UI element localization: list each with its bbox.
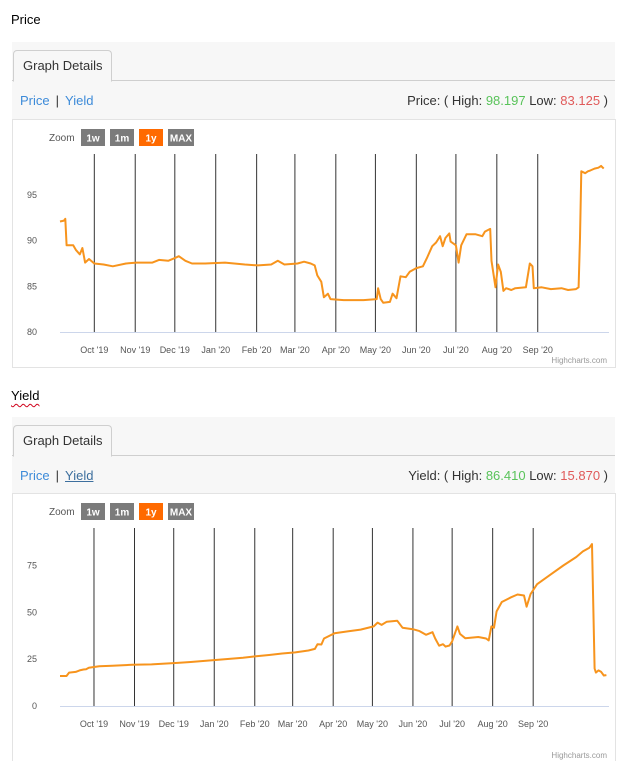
tab-strip: Graph Details (12, 417, 615, 457)
highcharts-credit[interactable]: Highcharts.com (551, 751, 607, 760)
x-tick-label: Jul '20 (439, 719, 465, 729)
price-chart-area: Zoom 1w 1m 1y MAX Oct '19 Nov '19 Dec '19 Jan '2… (12, 119, 616, 368)
zoom-button-label: MAX (170, 134, 193, 145)
zoom-button-max[interactable]: MAX (168, 129, 194, 146)
zoom-button-bg (110, 503, 134, 520)
zoom-button-1m[interactable]: 1m (110, 129, 134, 146)
x-tick-label: Oct '19 (80, 719, 108, 729)
x-tick-label: Sep '20 (518, 719, 548, 729)
yield-heading-text: Yield (11, 388, 40, 403)
summary-suffix: ) (600, 93, 608, 108)
series-line (59, 164, 605, 304)
zoom-button-bg (139, 129, 163, 146)
highcharts-credit[interactable]: Highcharts.com (551, 356, 607, 365)
x-tick-label: Apr '20 (322, 345, 350, 355)
tab-graph-details[interactable]: Graph Details (13, 50, 113, 82)
zoom-button-label: 1w (86, 134, 100, 145)
x-tick-label: Jun '20 (399, 719, 428, 729)
yield-link[interactable]: Yield (65, 93, 94, 108)
zoom-button-1y[interactable]: 1y (139, 129, 163, 146)
link-separator: | (55, 93, 60, 108)
price-link[interactable]: Price (20, 468, 50, 483)
low-prefix: Low: (525, 468, 561, 483)
tab-strip: Graph Details (12, 42, 615, 82)
zoom-button-1m[interactable]: 1m (110, 503, 134, 520)
x-tick-label: Feb '20 (242, 345, 272, 355)
high-value: 86.410 (485, 468, 526, 483)
low-prefix: Low: (525, 93, 561, 108)
x-tick-label: Nov '19 (120, 345, 150, 355)
zoom-button-label: 1w (86, 508, 100, 519)
zoom-label: Zoom (49, 507, 75, 518)
chart-type-links: Price | Yield (20, 93, 93, 108)
y-tick-label: 75 (27, 560, 37, 570)
zoom-button-bg (81, 503, 105, 520)
zoom-button-label: 1y (145, 134, 157, 145)
yield-section-heading: Yield (11, 388, 39, 403)
zoom-button-1w[interactable]: 1w (81, 503, 105, 520)
x-tick-label: Dec '19 (159, 719, 189, 729)
zoom-button-1w[interactable]: 1w (81, 129, 105, 146)
zoom-button-label: 1m (115, 134, 130, 145)
x-tick-label: Jul '20 (443, 345, 469, 355)
zoom-button-bg (139, 503, 163, 520)
series-line (60, 543, 607, 677)
y-tick-label: 25 (27, 654, 37, 664)
chart-type-links: Price | Yield (20, 468, 93, 483)
summary-prefix: Yield: ( High: (408, 468, 486, 483)
summary-suffix: ) (600, 468, 608, 483)
high-value: 98.197 (485, 93, 526, 108)
price-section-heading: Price (11, 12, 41, 27)
price-high-low-summary: Price: ( High: 98.197 Low: 83.125 ) (407, 93, 608, 108)
zoom-button-bg (110, 129, 134, 146)
yield-graph-panel: Graph Details Price | Yield Yield: ( High:… (12, 417, 616, 761)
zoom-button-max[interactable]: MAX (168, 503, 194, 520)
yield-link[interactable]: Yield (65, 468, 94, 483)
zoom-label: Zoom (49, 133, 75, 144)
y-tick-label: 80 (27, 327, 37, 337)
x-tick-label: Oct '19 (80, 345, 108, 355)
x-tick-label: Aug '20 (478, 719, 508, 729)
zoom-button-label: 1m (115, 508, 130, 519)
x-tick-label: Aug '20 (482, 345, 512, 355)
x-tick-label: Jun '20 (402, 345, 431, 355)
y-tick-label: 50 (27, 607, 37, 617)
zoom-button-bg (81, 129, 105, 146)
yield-chart: Zoom 1w 1m 1y MAX Oct '19 Nov '19 Dec '19 Jan '2… (27, 503, 609, 760)
price-chart: Zoom 1w 1m 1y MAX Oct '19 Nov '19 Dec '19 Jan '2… (27, 129, 609, 365)
link-separator: | (55, 468, 60, 483)
y-tick-label: 90 (27, 236, 37, 246)
zoom-button-bg (168, 503, 194, 520)
y-tick-label: 0 (32, 701, 37, 711)
price-graph-panel: Graph Details Price | Yield Price: ( High:… (12, 42, 616, 368)
zoom-button-bg (168, 129, 194, 146)
tab-graph-details[interactable]: Graph Details (13, 425, 113, 457)
x-tick-label: Mar '20 (278, 719, 308, 729)
x-tick-label: May '20 (357, 719, 388, 729)
zoom-button-label: MAX (170, 508, 193, 519)
price-link[interactable]: Price (20, 93, 50, 108)
y-tick-label: 95 (27, 190, 37, 200)
x-tick-label: Jan '20 (201, 345, 230, 355)
x-tick-label: Apr '20 (319, 719, 347, 729)
zoom-button-1y[interactable]: 1y (139, 503, 163, 520)
x-tick-label: Dec '19 (160, 345, 190, 355)
x-tick-label: Mar '20 (280, 345, 310, 355)
summary-prefix: Price: ( High: (407, 93, 486, 108)
x-tick-label: May '20 (360, 345, 391, 355)
x-tick-label: Nov '19 (119, 719, 149, 729)
x-tick-label: Jan '20 (200, 719, 229, 729)
x-tick-label: Sep '20 (523, 345, 553, 355)
low-value: 83.125 (560, 93, 601, 108)
y-tick-label: 85 (27, 281, 37, 291)
yield-chart-area: Zoom 1w 1m 1y MAX Oct '19 Nov '19 Dec '19 Jan '2… (12, 493, 616, 761)
low-value: 15.870 (560, 468, 601, 483)
zoom-button-label: 1y (145, 508, 157, 519)
x-tick-label: Feb '20 (240, 719, 270, 729)
yield-high-low-summary: Yield: ( High: 86.410 Low: 15.870 ) (408, 468, 608, 483)
